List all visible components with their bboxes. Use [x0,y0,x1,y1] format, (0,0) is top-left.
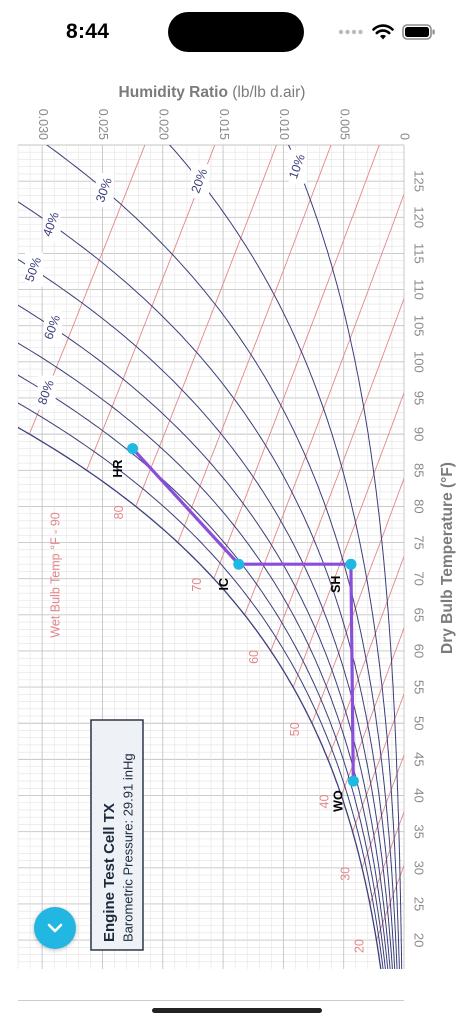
bottom-divider [18,1000,404,1001]
process-label-ic: IC [217,578,231,591]
tick-label-w: 0.005 [337,109,351,140]
wet-bulb-line [135,145,277,507]
rh-curve [18,426,382,969]
tick-label-tdb: 90 [412,427,427,441]
wet-bulb-line [352,692,404,832]
tick-label-tdb: 85 [412,463,427,477]
tick-label-tdb: 25 [412,897,427,911]
signal-icon [338,29,363,35]
rh-label-bg [191,164,210,199]
process-label-hr: HR [111,460,125,478]
wet-bulb-line [213,145,380,579]
axis-title-tdb: Dry Bulb Temperature (°F) [439,462,456,654]
tick-label-tdb: 115 [412,243,427,264]
rh-curve [46,145,398,969]
tick-label-tdb: 45 [412,752,427,766]
tick-label-w: 0.010 [277,109,291,140]
rh-label-bg [37,375,56,410]
dynamic-island [168,12,304,52]
rh-curve [18,304,391,969]
wet-bulb-line [244,192,404,615]
tick-label-tdb: 30 [412,861,427,875]
wet-bulb-label: 50 [288,722,302,736]
rh-label-bg [24,252,43,287]
rh-curve [169,145,400,969]
tick-label-tdb: 120 [412,206,427,228]
plot-area [18,145,404,969]
battery-icon [402,24,435,40]
status-time: 8:44 [66,20,110,43]
collapse-button[interactable] [34,907,76,949]
tick-label-w: 0 [398,133,412,140]
wet-bulb-label: 30 [338,867,352,881]
status-bar: 8:44 [0,0,472,62]
axis-title-w: Humidity Ratio (lb/lb d.air) [119,84,306,101]
wet-bulb-line [292,391,404,688]
tick-label-tdb: 125 [412,170,427,192]
tick-label-w: 0.020 [156,109,170,140]
wet-bulb-label: 20 [353,939,367,953]
tick-label-tdb: 35 [412,824,427,838]
process-line [131,447,355,783]
tick-label-w: 0.025 [96,109,110,140]
process-point-ic [233,558,245,570]
process-point-hr [127,443,139,455]
tick-label-tdb: 105 [412,315,427,337]
tick-label-tdb: 75 [412,535,427,549]
tick-label-tdb: 110 [412,279,427,300]
wet-bulb-axis-label: Wet Bulb Temp °F - 90 [48,512,62,637]
info-box-title: Engine Test Cell TX [101,803,118,942]
wet-bulb-line [327,555,404,760]
tick-label-w: 0.015 [217,109,231,140]
wet-bulb-label: 40 [318,795,332,809]
tick-label-tdb: 55 [412,680,427,694]
wet-bulb-label: 70 [190,578,204,592]
status-icons [338,22,436,42]
rh-curve [18,402,384,969]
rh-label-bg [95,173,114,208]
axis-title-w-unit: (lb/lb d.air) [232,84,305,101]
wet-bulb-line [311,477,404,724]
rh-label-bg [43,310,62,345]
tick-label-tdb: 50 [412,716,427,730]
tick-label-tdb: 100 [412,351,427,373]
wet-bulb-line [28,145,146,435]
info-box-subtitle: Barometric Pressure: 29.91 inHg [120,753,135,942]
process-label-sh: SH [329,576,343,593]
tick-label-tdb: 70 [412,571,427,585]
psychrometric-chart[interactable]: 20 25 30 35 40 45 50 55 60 65 70 75 80 85 90 95 100 105 11… [0,70,472,1005]
tick-label-tdb: 60 [412,644,427,658]
rh-curve [18,342,389,969]
tick-label-tdb: 65 [412,608,427,622]
rh-curve [18,258,393,969]
tick-label-tdb: 20 [412,933,427,947]
process-point-wo [347,775,359,787]
wet-bulb-line [177,145,332,543]
process-point-sh [345,558,357,570]
tick-label-tdb: 40 [412,788,427,802]
wet-bulb-label: 60 [247,650,261,664]
chevron-down-icon [47,923,63,933]
wet-bulb-line [361,753,404,868]
rh-label-bg [288,149,307,184]
wet-bulb-label: 80 [112,505,126,519]
info-box [90,719,144,951]
process-label-wo: WO [332,790,346,812]
tick-label-w: 0.030 [36,109,50,140]
tick-label-tdb: 95 [412,391,427,405]
chart-svg: 20 25 30 35 40 45 50 55 60 65 70 75 80 85 90 95 100 105 11… [17,84,456,969]
rh-label-bg [42,207,61,242]
rh-curve [288,145,403,969]
rh-curve [18,374,386,969]
wet-bulb-line [86,145,216,471]
wifi-icon [372,23,394,39]
tick-label-tdb: 80 [412,499,427,513]
home-indicator [152,1008,322,1013]
